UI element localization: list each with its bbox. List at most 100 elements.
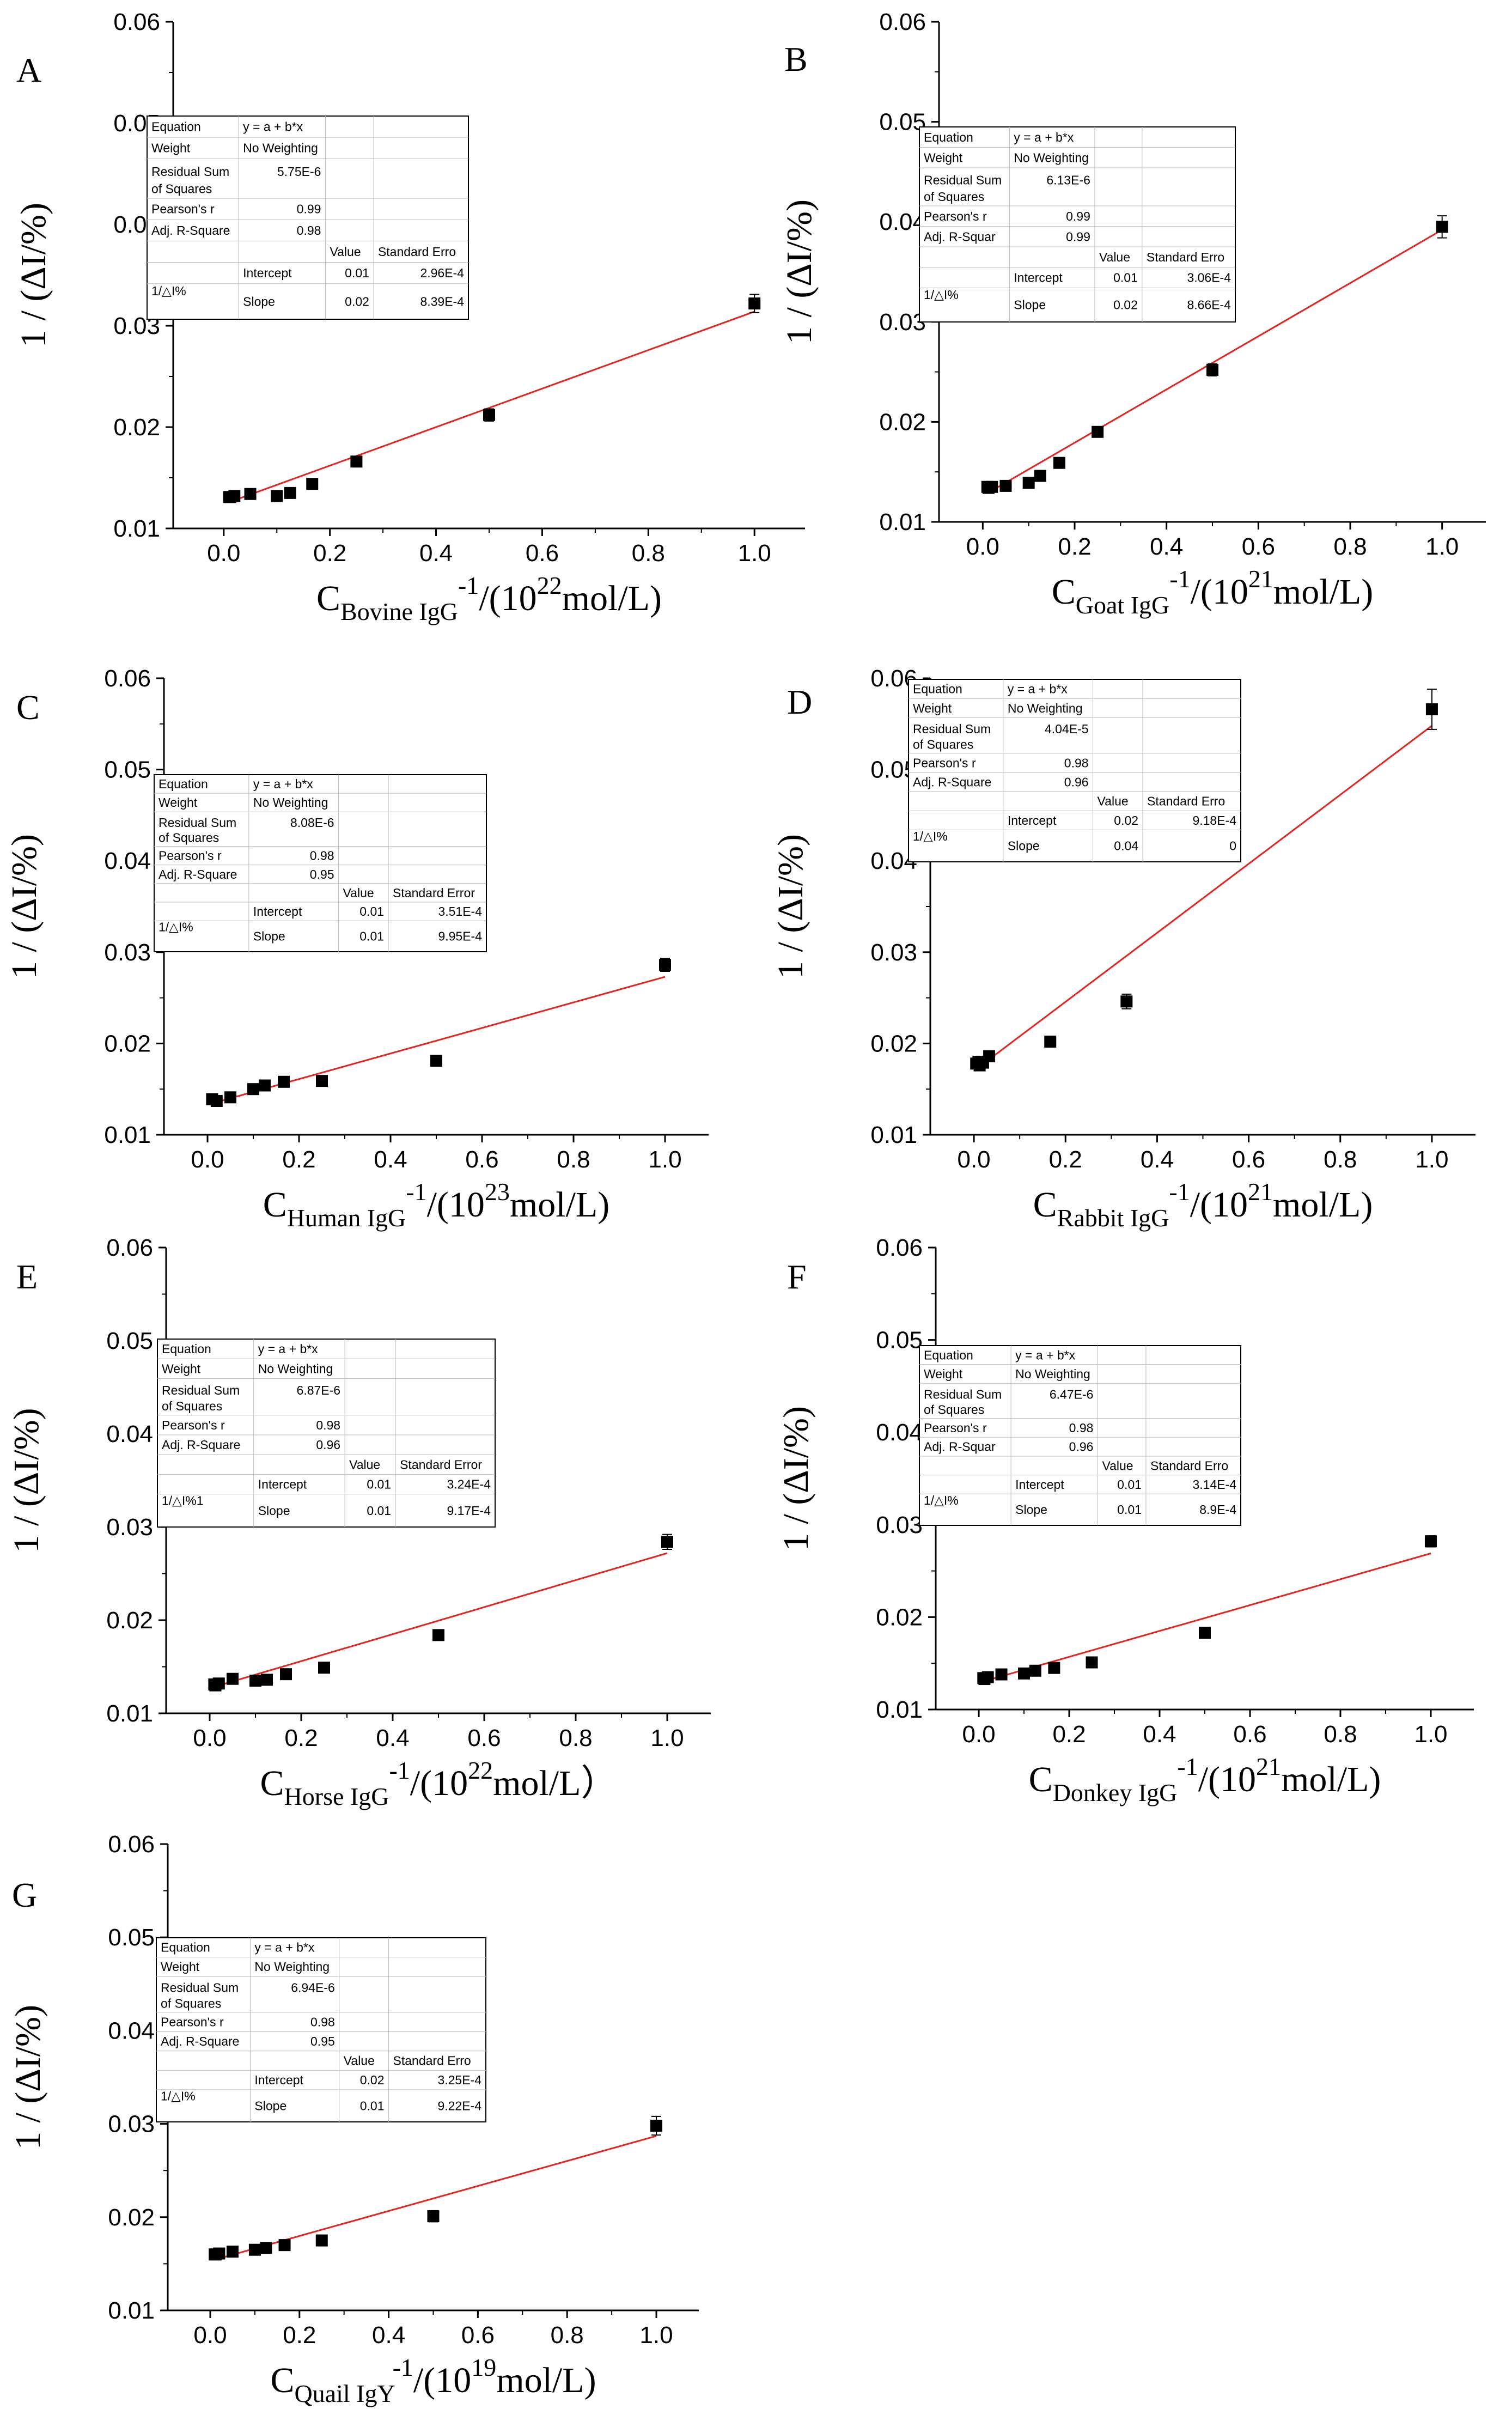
stat-rss-label: of Squares [924, 1402, 984, 1416]
stat-rss-label: Residual Sum [924, 173, 1002, 187]
data-point [247, 1083, 259, 1096]
marker [260, 2242, 272, 2254]
y-axis-label: 1 / (ΔI/%) [776, 1406, 816, 1551]
panel-letter: D [787, 683, 812, 721]
y-axis-label: 1 / (ΔI/%) [7, 1408, 46, 1553]
data-point [224, 1091, 236, 1104]
marker [1053, 457, 1065, 469]
stat-rss-label: Residual Sum [158, 816, 236, 830]
data-point [1018, 1667, 1031, 1680]
x-axis-label: CHuman IgG-1/(1023mol/L) [263, 1178, 609, 1232]
stat-se-header: Standard Error [393, 886, 475, 900]
stat-intercept-value: 0.01 [367, 1477, 391, 1492]
y-tick-label: 0.05 [108, 1924, 155, 1951]
y-tick-label: 0.04 [108, 2017, 155, 2044]
x-axis-label-exp: 21 [1248, 1178, 1273, 1206]
stat-adjr: 0.98 [297, 223, 321, 238]
stats-table: Equation y = a + b*x Weight No Weighting Res… [908, 679, 1241, 862]
stat-slope-label: Slope [1008, 839, 1040, 853]
x-tick-label: 0.2 [1058, 533, 1091, 560]
fit-line [987, 229, 1443, 494]
stat-equation: y = a + b*x [254, 1940, 314, 1955]
y-axis-label: 1 / (ΔI/%) [8, 2005, 48, 2150]
marker [748, 297, 761, 310]
x-tick-label: 0.6 [1232, 1146, 1265, 1173]
y-tick-label: 0.03 [106, 1514, 153, 1541]
x-axis-label-sup: -1 [1169, 565, 1190, 593]
stat-value-header: Value [1098, 794, 1129, 808]
marker [315, 2234, 328, 2247]
data-point [483, 408, 495, 422]
x-axis-label-tail: /(10 [413, 2361, 471, 2400]
stat-slope-label: Slope [253, 929, 285, 944]
stat-intercept-se: 3.24E-4 [447, 1477, 491, 1492]
x-tick-label: 1.0 [639, 2322, 673, 2349]
stat-intercept-value: 0.01 [345, 266, 369, 280]
stat-rss: 8.08E-6 [290, 816, 334, 830]
marker [1092, 425, 1104, 438]
stat-adjr: 0.96 [1064, 775, 1089, 789]
x-axis-label: CBovine IgG-1/(1022mol/L) [316, 571, 662, 625]
stat-equation-label: Equation [158, 777, 208, 791]
x-axis-label-sup: -1 [1177, 1753, 1198, 1780]
y-tick-label: 0.06 [104, 665, 151, 692]
x-tick-label: 0.0 [193, 2322, 227, 2349]
y-tick-label: 0.02 [879, 409, 926, 435]
x-axis-label-main: C [1052, 572, 1076, 612]
data-point [995, 1668, 1008, 1681]
x-tick-label: 0.6 [467, 1725, 501, 1751]
y-tick-label: 0.03 [870, 939, 917, 966]
marker [318, 1662, 330, 1674]
data-point [259, 1079, 271, 1092]
x-axis-label-tail: /(10 [427, 1185, 485, 1225]
y-tick-label: 0.03 [104, 939, 151, 966]
panel-letter: A [16, 51, 41, 89]
stat-intercept-value: 0.02 [1114, 813, 1138, 828]
y-tick-label: 0.03 [876, 1512, 923, 1538]
data-point [248, 2243, 261, 2256]
x-tick-label: 0.0 [207, 540, 240, 567]
y-tick-label: 0.03 [108, 2111, 155, 2138]
stat-slope-se: 9.17E-4 [447, 1504, 491, 1518]
x-axis-label: CGoat IgG-1/(1021mol/L) [1052, 565, 1373, 619]
stat-weight: No Weighting [254, 1960, 330, 1974]
stats-table-border [157, 1339, 496, 1528]
stat-pearson-label: Pearson's r [162, 1418, 225, 1432]
stat-rss-label: of Squares [913, 737, 973, 751]
stats-table: Equation y = a + b*x Weight No Weighting Res… [919, 126, 1236, 323]
stat-equation-label: Equation [913, 682, 962, 696]
stat-slope-label: Slope [258, 1504, 290, 1518]
data-point [280, 1668, 292, 1681]
stat-se-header: Standard Erro [1147, 250, 1224, 264]
data-point [350, 455, 363, 468]
stat-slope-label: Slope [1015, 1502, 1047, 1517]
marker [248, 2243, 261, 2256]
stat-pearson: 0.98 [310, 2015, 335, 2029]
stat-equation: y = a + b*x [1008, 682, 1068, 696]
x-axis-label-sup: -1 [406, 1178, 426, 1206]
x-axis-label-main: C [316, 579, 340, 618]
panel-letter: F [787, 1257, 807, 1296]
stat-rss-label: Residual Sum [162, 1383, 240, 1397]
x-tick-label: 1.0 [648, 1146, 681, 1173]
x-tick-label: 1.0 [1415, 1146, 1448, 1173]
panel-a: A0.010.020.030.040.050.060.0 0.2 0.4 0.6 0.8… [14, 9, 805, 625]
marker [210, 1094, 223, 1107]
panel-e: E 0.01 0.02 0.03 0.04 0.05 0.06 0.0 0.2 0.4 0.6 0.8… [7, 1234, 711, 1810]
y-tick-label: 0.01 [104, 1122, 151, 1148]
stat-weight-label: Weight [161, 1960, 200, 1974]
stat-weight-label: Weight [924, 150, 963, 165]
stat-slope-value: 0.01 [359, 929, 384, 944]
y-tick-label: 0.04 [106, 1421, 153, 1447]
data-point [650, 2115, 662, 2136]
y-tick-label: 0.06 [879, 9, 926, 35]
stat-intercept-se: 2.96E-4 [420, 266, 464, 280]
stat-slope-se: 8.39E-4 [420, 294, 464, 308]
stat-row-label: 1/△I%1 [162, 1494, 204, 1508]
y-tick-label: 0.05 [106, 1328, 153, 1354]
data-point [986, 480, 998, 493]
panel-letter: G [12, 1876, 37, 1914]
x-axis-label-sub: Quail IgY [294, 2380, 395, 2407]
stats-table-border [908, 679, 1241, 862]
y-tick-label: 0.05 [879, 109, 926, 136]
